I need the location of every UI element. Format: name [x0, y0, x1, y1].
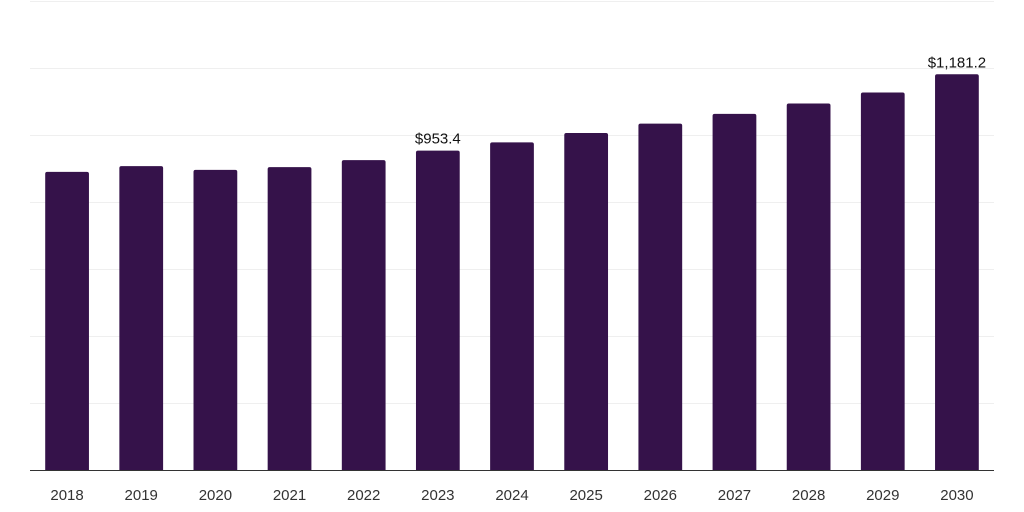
bar-2020	[193, 169, 238, 470]
x-tick-label: 2024	[495, 487, 528, 504]
x-tick-label: 2020	[199, 487, 232, 504]
bar-2021	[267, 167, 312, 470]
x-tick-label: 2025	[569, 487, 602, 504]
x-tick-label: 2022	[347, 487, 380, 504]
data-label: $953.4	[415, 131, 461, 148]
data-labels: $953.4 $1,181.2	[415, 54, 986, 147]
x-tick-label: 2023	[421, 487, 454, 504]
bar-2030	[935, 74, 979, 470]
x-tick-label: 2021	[273, 487, 306, 504]
x-axis-ticks: 2018 2019 2020 2021 2022 2023 2024 2025 2026 2027…	[50, 487, 973, 504]
x-tick-label: 2018	[50, 487, 83, 504]
data-label: $1,181.2	[928, 54, 986, 71]
x-tick-label: 2029	[866, 487, 899, 504]
bar-2019	[119, 166, 164, 470]
x-tick-label: 2019	[125, 487, 158, 504]
bar-2018	[45, 171, 89, 470]
bar-2023	[415, 150, 460, 470]
x-tick-label: 2028	[792, 487, 825, 504]
bars	[45, 74, 979, 471]
x-tick-label: 2026	[644, 487, 677, 504]
bar-2027	[712, 113, 757, 471]
bar-2024	[490, 142, 534, 470]
bar-2029	[860, 92, 905, 470]
bar-2028	[786, 103, 831, 470]
x-tick-label: 2030	[940, 487, 973, 504]
bar-2026	[638, 123, 683, 471]
x-tick-label: 2027	[718, 487, 751, 504]
bar-2022	[341, 160, 386, 470]
bar-2025	[564, 132, 609, 471]
